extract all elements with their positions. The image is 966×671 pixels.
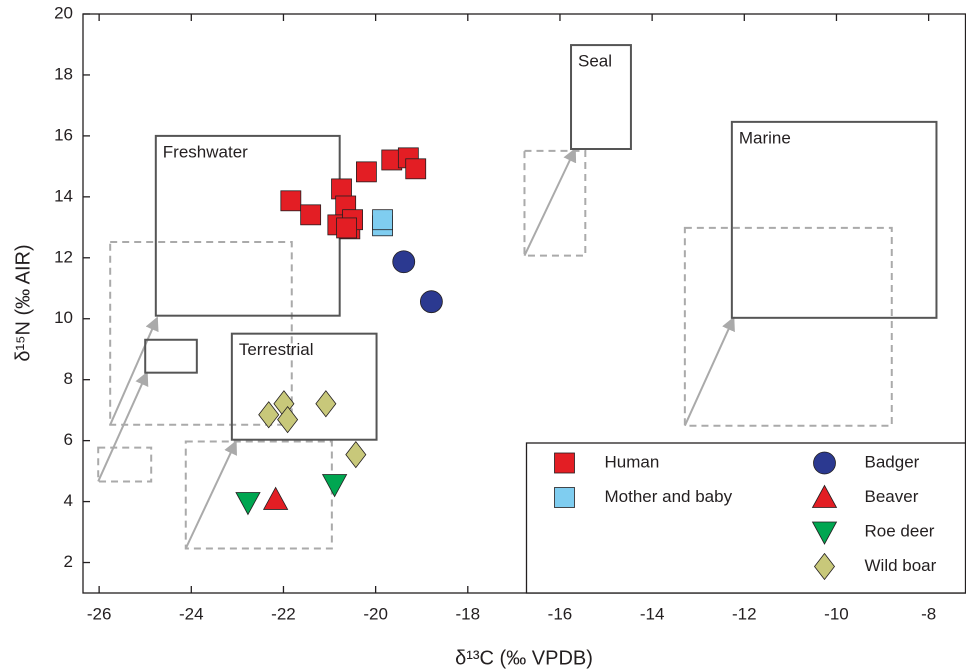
legend-label: Roe deer bbox=[865, 521, 935, 540]
arrow bbox=[523, 147, 577, 257]
region-label: Terrestrial bbox=[239, 340, 314, 359]
arrow bbox=[683, 316, 735, 427]
x-tick-label: -24 bbox=[179, 604, 204, 623]
legend-label: Mother and baby bbox=[605, 487, 733, 506]
x-tick-label: -14 bbox=[640, 604, 665, 623]
dashed-region bbox=[523, 149, 587, 257]
point bbox=[277, 405, 299, 434]
x-tick-label: -16 bbox=[548, 604, 573, 623]
region-box bbox=[154, 134, 341, 317]
y-tick-label: 16 bbox=[54, 125, 73, 144]
x-axis-title: δ¹³C (‰ VPDB) bbox=[455, 647, 593, 669]
legend-label: Badger bbox=[865, 452, 920, 471]
region-box bbox=[230, 332, 378, 441]
point bbox=[235, 492, 261, 516]
region-box bbox=[570, 44, 632, 150]
y-tick-label: 14 bbox=[54, 186, 73, 205]
y-tick-label: 4 bbox=[64, 491, 73, 510]
legend-marker bbox=[813, 451, 836, 475]
x-tick-label: -20 bbox=[363, 604, 388, 623]
x-tick-label: -8 bbox=[921, 604, 936, 623]
point bbox=[280, 190, 302, 212]
y-axis-title: δ¹⁵N (‰ AIR) bbox=[12, 244, 34, 361]
dashed-region bbox=[683, 226, 893, 427]
point bbox=[321, 474, 348, 498]
x-tick-label: -10 bbox=[824, 604, 849, 623]
legend-marker bbox=[554, 452, 575, 474]
legend-marker bbox=[554, 487, 575, 508]
point bbox=[372, 209, 393, 231]
x-tick-label: -12 bbox=[732, 604, 757, 623]
region-label: Marine bbox=[739, 128, 791, 147]
legend-label: Wild boar bbox=[865, 556, 937, 575]
point bbox=[300, 204, 322, 226]
legend-marker bbox=[811, 484, 838, 508]
point bbox=[345, 440, 367, 469]
point bbox=[258, 401, 280, 429]
point bbox=[356, 161, 377, 183]
x-tick-label: -26 bbox=[87, 604, 112, 623]
legend-box bbox=[525, 442, 966, 594]
point bbox=[336, 217, 357, 239]
region-label: Seal bbox=[578, 52, 612, 71]
point bbox=[419, 290, 443, 314]
point bbox=[315, 390, 337, 418]
region-box bbox=[144, 338, 198, 374]
arrow bbox=[109, 316, 159, 426]
point bbox=[392, 250, 416, 274]
legend-label: Beaver bbox=[865, 487, 919, 506]
legend-marker bbox=[811, 521, 838, 545]
region-label: Freshwater bbox=[163, 142, 248, 161]
dashed-region bbox=[97, 446, 153, 483]
legend-marker bbox=[813, 552, 836, 581]
y-tick-label: 18 bbox=[54, 64, 73, 83]
legend-label: Human bbox=[605, 452, 660, 471]
y-tick-label: 8 bbox=[64, 369, 73, 388]
point bbox=[405, 158, 427, 180]
dashed-region bbox=[184, 440, 333, 550]
arrow bbox=[97, 371, 149, 482]
region-box bbox=[730, 120, 938, 319]
x-tick-label: -18 bbox=[456, 604, 481, 623]
y-tick-label: 6 bbox=[64, 430, 73, 449]
y-tick-label: 2 bbox=[64, 552, 73, 571]
dashed-region bbox=[109, 240, 293, 426]
arrow bbox=[184, 440, 237, 549]
y-tick-label: 12 bbox=[54, 247, 73, 266]
y-tick-label: 10 bbox=[54, 308, 73, 327]
point bbox=[262, 486, 289, 510]
x-tick-label: -22 bbox=[271, 604, 296, 623]
y-tick-label: 20 bbox=[54, 3, 73, 22]
